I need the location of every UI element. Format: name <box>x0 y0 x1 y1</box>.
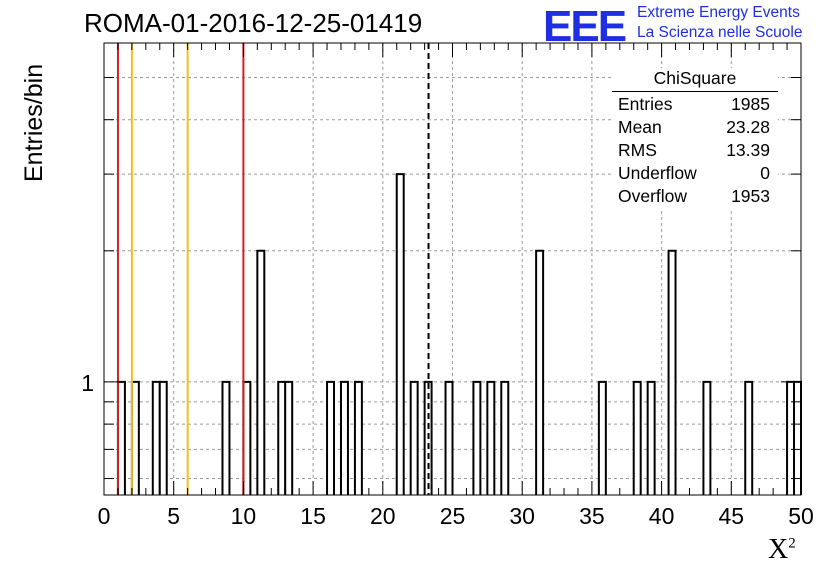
histogram-bin <box>632 380 642 495</box>
stats-label: Overflow <box>618 186 688 206</box>
histogram-bin <box>646 380 656 495</box>
stats-value: 1985 <box>731 94 770 114</box>
histogram-bin <box>702 380 712 495</box>
x-tick-label: 0 <box>98 503 111 529</box>
stats-title: ChiSquare <box>612 68 778 92</box>
logo-line-2: La Scienza nelle Scuole <box>637 24 803 41</box>
stats-value: 23.28 <box>726 117 770 137</box>
y-axis-label: Entries/bin <box>20 63 48 182</box>
histogram-bin <box>339 380 349 495</box>
x-tick-label: 50 <box>788 503 814 529</box>
stats-label: Mean <box>618 117 662 137</box>
logo-line-1: Extreme Energy Events <box>637 4 800 21</box>
histogram-bin <box>409 380 419 495</box>
y-tick-label: 1 <box>81 370 94 396</box>
stats-row-mean: Mean 23.28 <box>612 117 778 140</box>
histogram-bin <box>472 380 482 495</box>
stats-row-overflow: Overflow 1953 <box>612 186 778 209</box>
x-axis-label-main: X <box>768 534 789 565</box>
histogram-bin <box>744 380 754 495</box>
histogram-bin <box>221 380 231 495</box>
histogram-bin <box>786 380 796 495</box>
histogram-bin <box>130 380 140 495</box>
histogram-bin <box>353 380 363 495</box>
histogram-bin <box>256 249 266 495</box>
stats-row-underflow: Underflow 0 <box>612 163 778 186</box>
stats-row-entries: Entries 1985 <box>612 94 778 117</box>
x-tick-label: 25 <box>440 503 466 529</box>
stats-value: 1953 <box>731 186 770 206</box>
stats-label: RMS <box>618 140 657 160</box>
x-tick-label: 35 <box>579 503 605 529</box>
x-tick-label: 20 <box>370 503 396 529</box>
histogram-bin <box>151 380 161 495</box>
stats-value: 13.39 <box>726 140 770 160</box>
x-axis-label-sup: 2 <box>788 535 796 552</box>
x-tick-label: 15 <box>300 503 326 529</box>
stats-label: Entries <box>618 94 673 114</box>
x-tick-label: 45 <box>719 503 745 529</box>
x-tick-label: 5 <box>167 503 180 529</box>
histogram-bin <box>793 380 802 495</box>
stats-value: 0 <box>760 163 770 183</box>
x-tick-label: 30 <box>509 503 535 529</box>
histogram-bin <box>486 380 496 495</box>
eee-logo: EEE <box>543 2 627 51</box>
x-tick-label: 40 <box>649 503 675 529</box>
stats-box: ChiSquare Entries 1985 Mean 23.28 RMS 13.39… <box>612 68 778 209</box>
histogram-bin <box>444 380 454 495</box>
stats-label: Underflow <box>618 163 697 183</box>
histogram-bin <box>158 380 168 495</box>
histogram-bin <box>116 380 126 495</box>
stats-row-rms: RMS 13.39 <box>612 140 778 163</box>
histogram-bin <box>500 380 510 495</box>
histogram-bin <box>395 173 405 495</box>
histogram-bin <box>535 249 545 495</box>
histogram-bin <box>284 380 294 495</box>
x-axis-label: X2 <box>768 534 796 566</box>
chart-title: ROMA-01-2016-12-25-01419 <box>84 8 423 38</box>
x-tick-label: 10 <box>231 503 257 529</box>
histogram-bin <box>667 249 677 495</box>
histogram-bin <box>277 380 287 495</box>
histogram-bin <box>597 380 607 495</box>
histogram-bin <box>242 380 252 495</box>
histogram-bin <box>326 380 336 495</box>
